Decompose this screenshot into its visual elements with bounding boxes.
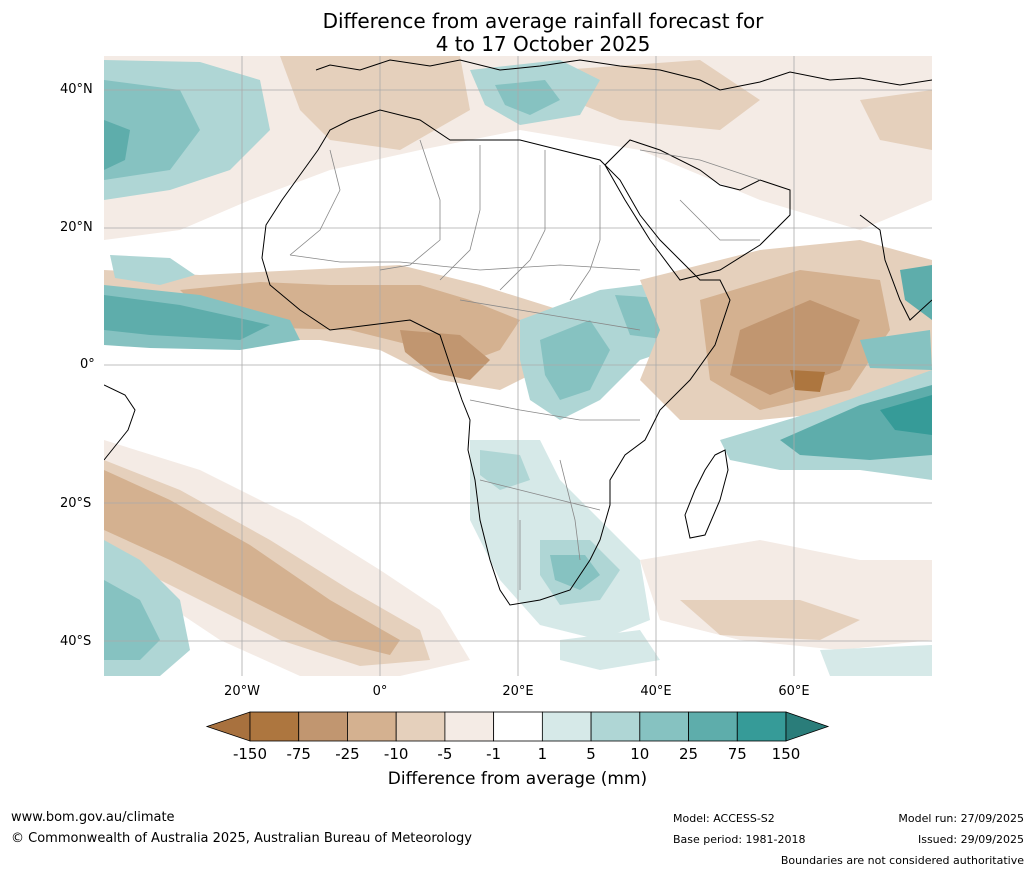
colorbar-tick-label: -150 bbox=[232, 745, 268, 763]
lon-label-40e: 40°E bbox=[640, 684, 672, 699]
colorbar-bin bbox=[395, 711, 446, 742]
footer-issued: Issued: 29/09/2025 bbox=[917, 833, 1024, 846]
colorbar-tick-label: -25 bbox=[335, 745, 360, 763]
colorbar-tick-label: 5 bbox=[586, 745, 596, 763]
madagascar-coast bbox=[684, 449, 729, 539]
colorbar bbox=[205, 711, 830, 742]
footer-website[interactable]: www.bom.gov.au/climate bbox=[11, 810, 175, 825]
graticule bbox=[104, 56, 932, 676]
europe-coast bbox=[315, 59, 932, 91]
colorbar-tick-label: 150 bbox=[771, 745, 801, 763]
colorbar-bin bbox=[298, 711, 348, 742]
india-coast bbox=[859, 214, 932, 321]
lat-label-40s: 40°S bbox=[60, 634, 92, 649]
colorbar-tick-label: -1 bbox=[486, 745, 502, 763]
colorbar-bin bbox=[444, 711, 495, 742]
title-line-1: Difference from average rainfall forecas… bbox=[322, 9, 764, 33]
footer-base-period: Base period: 1981-2018 bbox=[673, 833, 806, 846]
map-plot-area bbox=[104, 56, 932, 676]
country-borders bbox=[289, 139, 761, 590]
colorbar-bin bbox=[249, 711, 300, 742]
colorbar-bin bbox=[590, 711, 641, 742]
colorbar-bin bbox=[541, 711, 592, 742]
colorbar-extend-high bbox=[785, 711, 830, 742]
lat-label-40n: 40°N bbox=[60, 82, 93, 97]
coastlines bbox=[104, 59, 932, 606]
colorbar-extend-low bbox=[205, 711, 251, 742]
colorbar-bin bbox=[639, 711, 689, 742]
footer-model-run: Model run: 27/09/2025 bbox=[898, 812, 1024, 825]
lat-label-20n: 20°N bbox=[60, 220, 93, 235]
lat-label-0: 0° bbox=[80, 357, 95, 372]
colorbar-bin bbox=[493, 711, 543, 742]
map-title: Difference from average rainfall forecas… bbox=[0, 10, 1035, 56]
colorbar-bin bbox=[688, 711, 738, 742]
colorbar-bin bbox=[347, 711, 397, 742]
title-line-2: 4 to 17 October 2025 bbox=[435, 32, 651, 56]
lon-label-20w: 20°W bbox=[224, 684, 260, 699]
south-america-coast bbox=[104, 384, 136, 461]
lon-label-60e: 60°E bbox=[778, 684, 810, 699]
colorbar-bin bbox=[736, 711, 787, 742]
arabia-coast bbox=[604, 139, 791, 281]
colorbar-tick-label: -10 bbox=[383, 745, 409, 763]
lon-label-0: 0° bbox=[372, 684, 388, 699]
footer-model: Model: ACCESS-S2 bbox=[673, 812, 775, 825]
anomaly-field bbox=[104, 56, 932, 676]
footer-copyright: © Commonwealth of Australia 2025, Austra… bbox=[11, 831, 472, 846]
colorbar-tick-label: -5 bbox=[437, 745, 453, 763]
footer-disclaimer: Boundaries are not considered authoritat… bbox=[780, 854, 1024, 867]
lon-label-20e: 20°E bbox=[502, 684, 534, 699]
colorbar-title: Difference from average (mm) bbox=[387, 769, 648, 789]
colorbar-tick-label: 10 bbox=[630, 745, 650, 763]
lat-label-20s: 20°S bbox=[60, 496, 92, 511]
africa-coast bbox=[261, 109, 731, 606]
colorbar-tick-label: 75 bbox=[727, 745, 747, 763]
colorbar-tick-label: 1 bbox=[537, 745, 548, 763]
colorbar-tick-label: -75 bbox=[286, 745, 311, 763]
colorbar-tick-label: 25 bbox=[678, 745, 699, 763]
